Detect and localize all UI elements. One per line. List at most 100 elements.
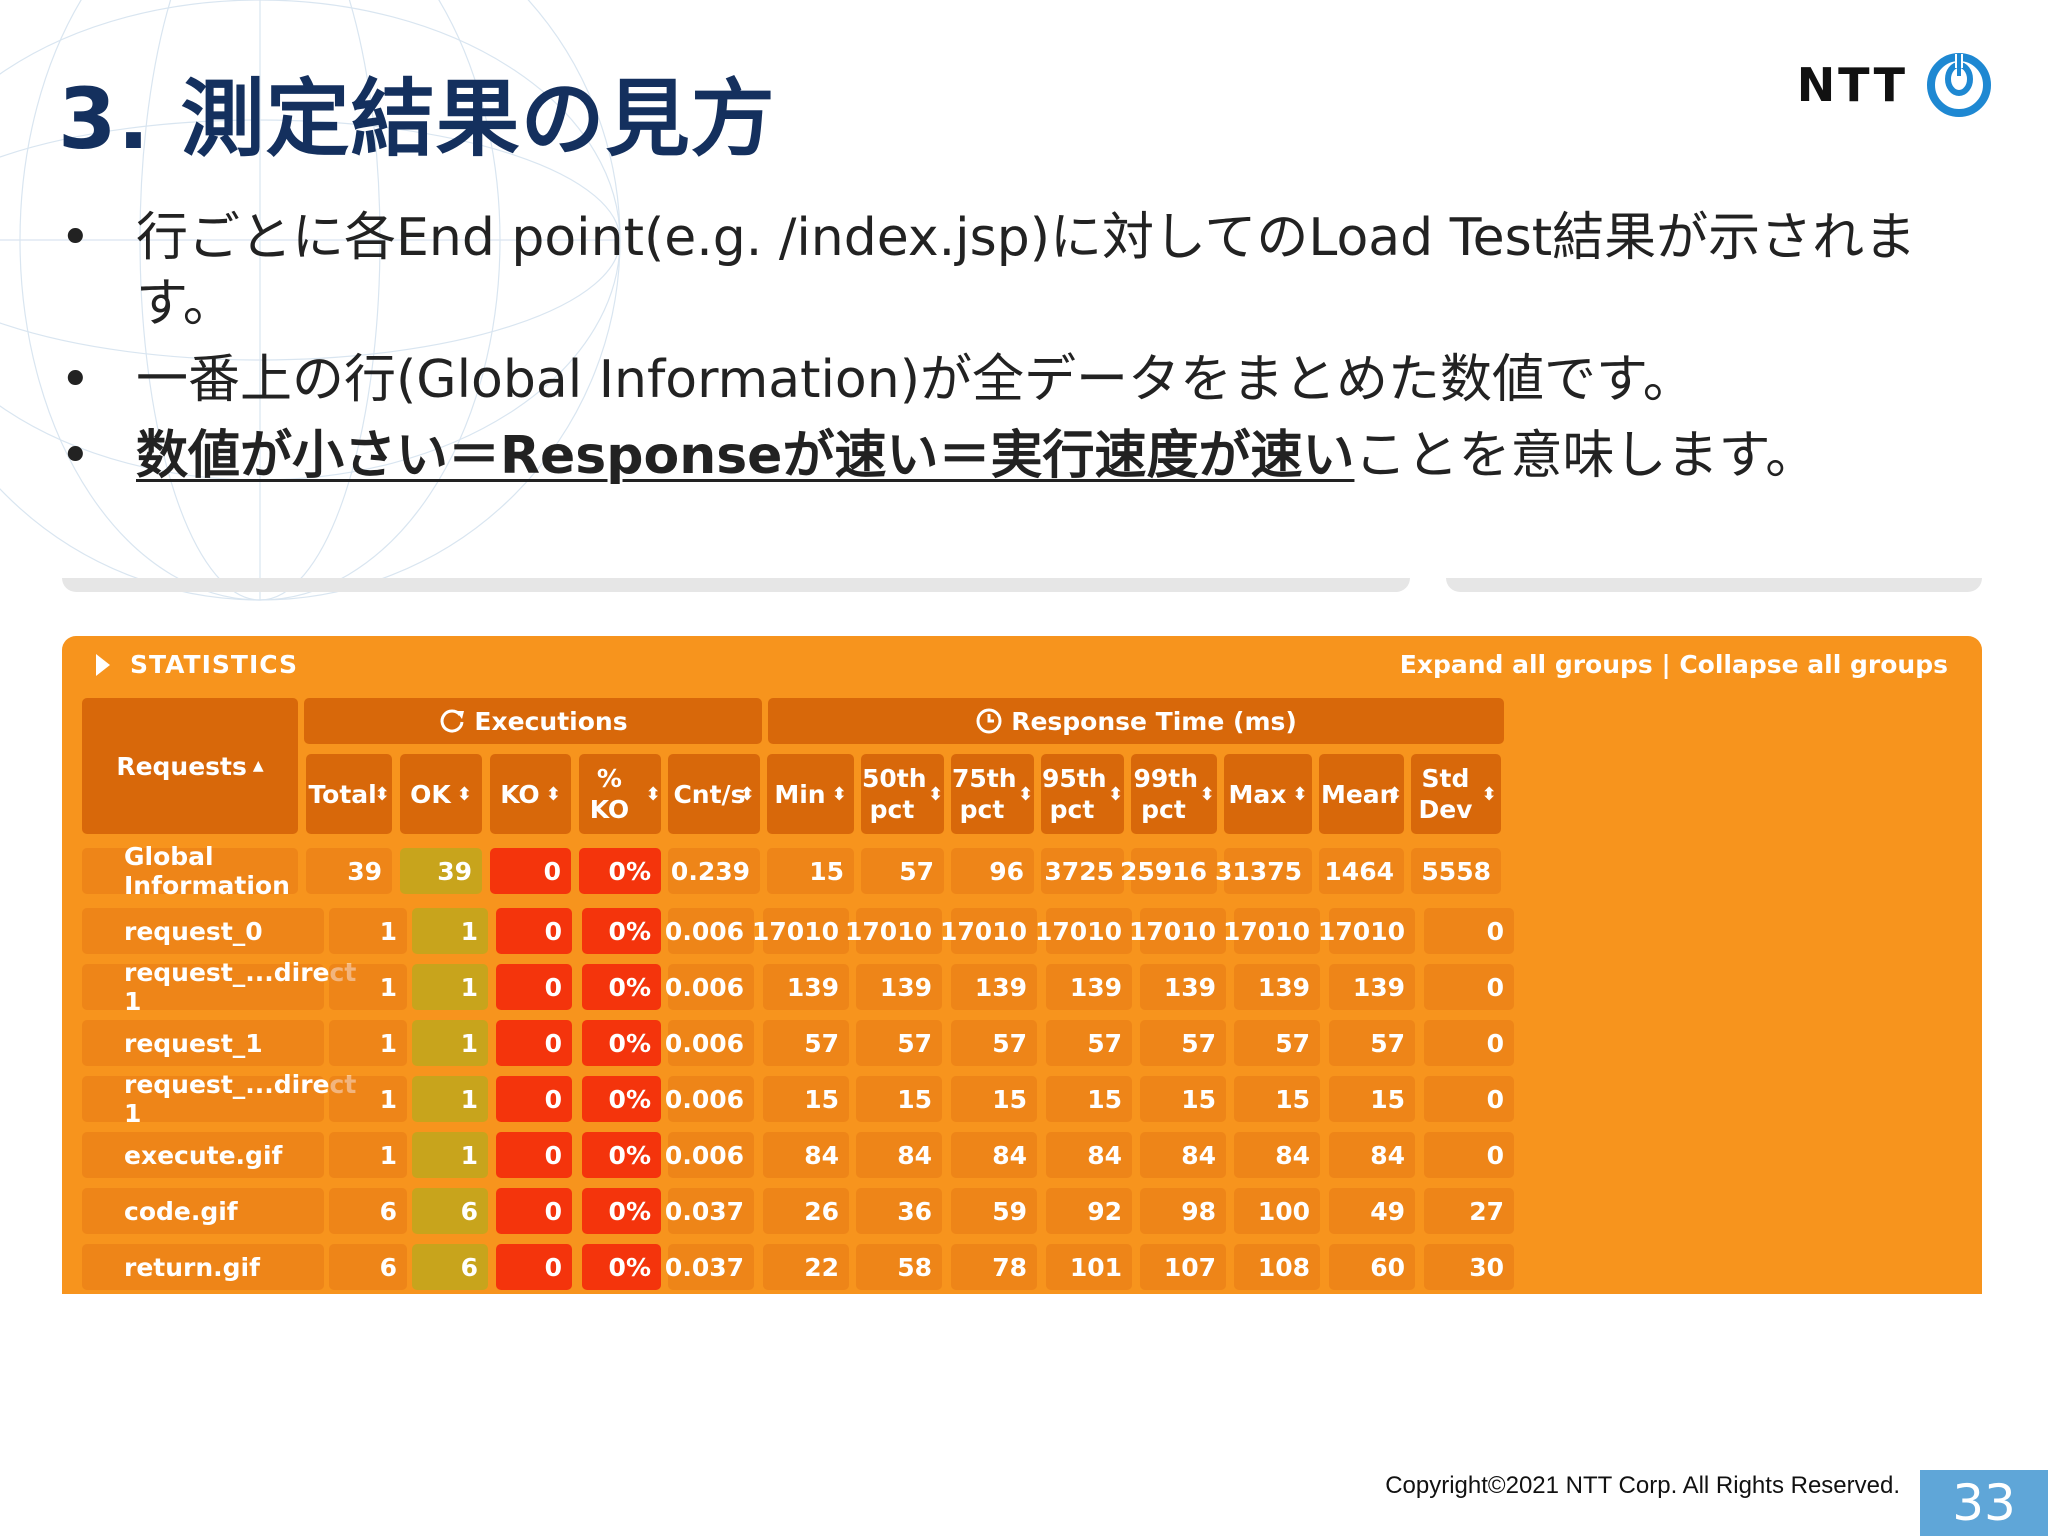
- request-value: 57: [1181, 1028, 1216, 1058]
- sort-icon: ⬍: [1292, 783, 1308, 805]
- request-cell: 78: [951, 1244, 1037, 1290]
- request-value: 0.037: [664, 1252, 744, 1282]
- column-header-99th-pct[interactable]: 99th pct ⬍: [1131, 754, 1217, 834]
- request-cell: 0: [1424, 908, 1514, 954]
- request-row-label[interactable]: execute.gif: [82, 1132, 324, 1178]
- request-value: 84: [1181, 1140, 1216, 1170]
- request-cell: 6: [412, 1244, 488, 1290]
- global-cell: 3725: [1041, 848, 1124, 894]
- global-cell: 57: [861, 848, 944, 894]
- statistics-panel: STATISTICS Expand all groups | Collapse …: [62, 636, 1982, 1294]
- global-cell: 1464: [1319, 848, 1404, 894]
- request-value: 1: [379, 1028, 397, 1058]
- request-row-label[interactable]: request_1: [82, 1020, 324, 1066]
- request-cell: 84: [1234, 1132, 1320, 1178]
- column-header-95th-pct[interactable]: 95th pct ⬍: [1041, 754, 1124, 834]
- request-value: 17010: [1318, 916, 1405, 946]
- global-value: 1464: [1324, 856, 1394, 886]
- request-value: 98: [1181, 1196, 1216, 1226]
- request-value: 84: [1370, 1140, 1405, 1170]
- request-value: 139: [1069, 972, 1122, 1002]
- request-cell: 57: [856, 1020, 942, 1066]
- column-header-label: Min: [774, 779, 826, 809]
- request-cell: 57: [1140, 1020, 1226, 1066]
- global-row-name: Global Information: [124, 842, 290, 900]
- statistics-header: STATISTICS Expand all groups | Collapse …: [62, 636, 1982, 688]
- request-cell: 139: [1140, 964, 1226, 1010]
- column-header-label: Total: [308, 779, 377, 809]
- request-cell: 0: [496, 1076, 572, 1122]
- global-cell: 0: [490, 848, 571, 894]
- request-name: request_1: [124, 1028, 263, 1058]
- requests-column-header[interactable]: Requests ▲: [82, 698, 298, 834]
- request-value: 57: [1275, 1028, 1310, 1058]
- request-cell: 0: [496, 908, 572, 954]
- request-cell: 6: [412, 1188, 488, 1234]
- column-header-std-dev[interactable]: Std Dev ⬍: [1411, 754, 1501, 834]
- request-cell: 84: [1329, 1132, 1415, 1178]
- expand-collapse-links[interactable]: Expand all groups | Collapse all groups: [1399, 650, 1948, 679]
- request-value: 84: [897, 1140, 932, 1170]
- request-row-label[interactable]: request_...direct 1: [82, 1070, 356, 1128]
- column-header--ko[interactable]: % KO ⬍: [579, 754, 661, 834]
- request-value: 100: [1257, 1196, 1310, 1226]
- request-cell: 0%: [582, 964, 661, 1010]
- request-cell: 57: [1234, 1020, 1320, 1066]
- request-value: 49: [1370, 1196, 1405, 1226]
- column-header-max[interactable]: Max ⬍: [1224, 754, 1312, 834]
- global-value: 0.239: [670, 856, 750, 886]
- request-value: 92: [1087, 1196, 1122, 1226]
- column-header-50th-pct[interactable]: 50th pct ⬍: [861, 754, 944, 834]
- column-header-label: 75th pct: [951, 764, 1017, 824]
- request-cell: 1: [329, 1020, 407, 1066]
- request-value: 0: [544, 1196, 562, 1226]
- global-value: 25916: [1120, 856, 1207, 886]
- request-cell: 15: [763, 1076, 849, 1122]
- request-value: 0.006: [664, 1028, 744, 1058]
- request-cell: 0%: [582, 1188, 661, 1234]
- column-header-min[interactable]: Min ⬍: [767, 754, 854, 834]
- global-value: 5558: [1421, 856, 1491, 886]
- statistics-toggle[interactable]: STATISTICS: [96, 650, 298, 679]
- global-cell: 15: [767, 848, 854, 894]
- request-value: 139: [1163, 972, 1216, 1002]
- request-cell: 17010: [1318, 908, 1415, 954]
- request-value: 15: [897, 1084, 932, 1114]
- request-cell: 84: [951, 1132, 1037, 1178]
- request-value: 78: [992, 1252, 1027, 1282]
- request-cell: 0.037: [664, 1244, 754, 1290]
- request-cell: 92: [1046, 1188, 1132, 1234]
- request-value: 0%: [608, 972, 651, 1002]
- request-row-label[interactable]: code.gif: [82, 1188, 324, 1234]
- request-value: 0%: [608, 1084, 651, 1114]
- request-cell: 1: [329, 1076, 407, 1122]
- global-value: 0%: [608, 856, 651, 886]
- response-time-label: Response Time (ms): [1011, 706, 1297, 736]
- column-header-ok[interactable]: OK ⬍: [400, 754, 482, 834]
- column-header-total[interactable]: Total ⬍: [306, 754, 392, 834]
- request-value: 57: [1370, 1028, 1405, 1058]
- column-header-75th-pct[interactable]: 75th pct ⬍: [951, 754, 1034, 834]
- request-cell: 0: [1424, 1076, 1514, 1122]
- sort-icon: ⬍: [927, 783, 944, 805]
- column-header-cnt-s[interactable]: Cnt/s ⬍: [668, 754, 760, 834]
- column-header-ko[interactable]: KO ⬍: [490, 754, 571, 834]
- request-value: 1: [460, 972, 478, 1002]
- request-value: 0.006: [664, 1084, 744, 1114]
- request-cell: 60: [1329, 1244, 1415, 1290]
- expand-triangle-icon: [96, 653, 110, 676]
- request-cell: 139: [763, 964, 849, 1010]
- request-row-label[interactable]: return.gif: [82, 1244, 324, 1290]
- column-header-mean[interactable]: Mean ⬍: [1319, 754, 1404, 834]
- request-cell: 1: [329, 964, 407, 1010]
- request-cell: 17010: [940, 908, 1037, 954]
- request-cell: 84: [763, 1132, 849, 1178]
- request-value: 84: [1275, 1140, 1310, 1170]
- global-cell: 39: [400, 848, 482, 894]
- request-cell: 0%: [582, 1076, 661, 1122]
- request-row-label[interactable]: request_...direct 1: [82, 958, 356, 1016]
- request-row-label[interactable]: request_0: [82, 908, 324, 954]
- global-value: 39: [347, 856, 382, 886]
- bullet-text: 行ごとに各End point(e.g. /index.jsp)に対してのLoad…: [136, 208, 1917, 334]
- tab-shadow-left: [62, 578, 1410, 592]
